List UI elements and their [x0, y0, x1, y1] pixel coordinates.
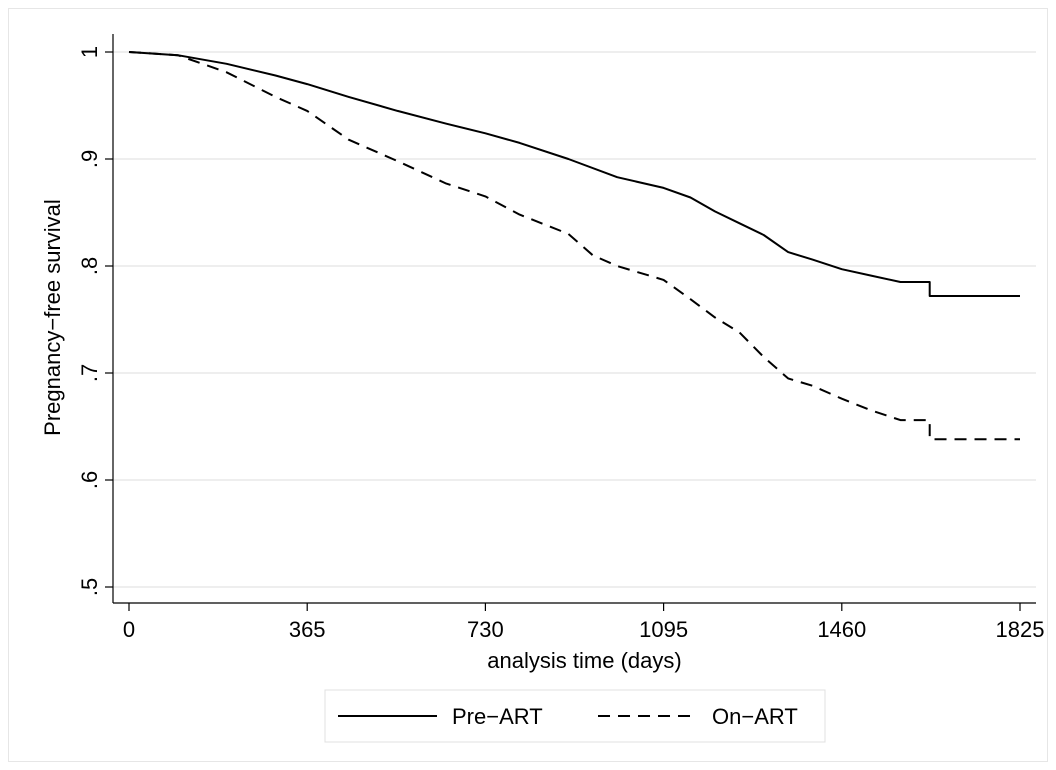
y-axis-label: Pregnancy−free survival	[40, 199, 65, 436]
x-axis-label: analysis time (days)	[487, 648, 681, 673]
y-tick-label: .7	[77, 364, 102, 382]
x-tick-label: 365	[289, 617, 326, 642]
series-lines	[128, 51, 1020, 441]
series-line-pre-art	[128, 51, 1020, 297]
legend-label-pre-art: Pre−ART	[452, 704, 543, 729]
x-tick-label: 1825	[996, 617, 1045, 642]
x-ticks: 0 365 730 1095 1460 1825	[123, 603, 1045, 642]
x-tick-label: 1095	[639, 617, 688, 642]
x-tick-label: 0	[123, 617, 135, 642]
gridlines	[113, 51, 1036, 588]
y-tick-label: 1	[77, 46, 102, 58]
legend-label-on-art: On−ART	[712, 704, 798, 729]
legend: Pre−ART On−ART	[324, 689, 826, 743]
y-tick-label: .5	[77, 578, 102, 596]
series-line-on-art	[128, 51, 1020, 441]
y-tick-label: .8	[77, 257, 102, 275]
axes	[112, 34, 1036, 604]
y-tick-label: .9	[77, 150, 102, 168]
y-tick-label: .6	[77, 471, 102, 489]
x-tick-label: 730	[467, 617, 504, 642]
x-tick-label: 1460	[817, 617, 866, 642]
chart-frame	[8, 8, 1048, 762]
y-ticks: .5 .6 .7 .8 .9 1	[77, 46, 113, 596]
